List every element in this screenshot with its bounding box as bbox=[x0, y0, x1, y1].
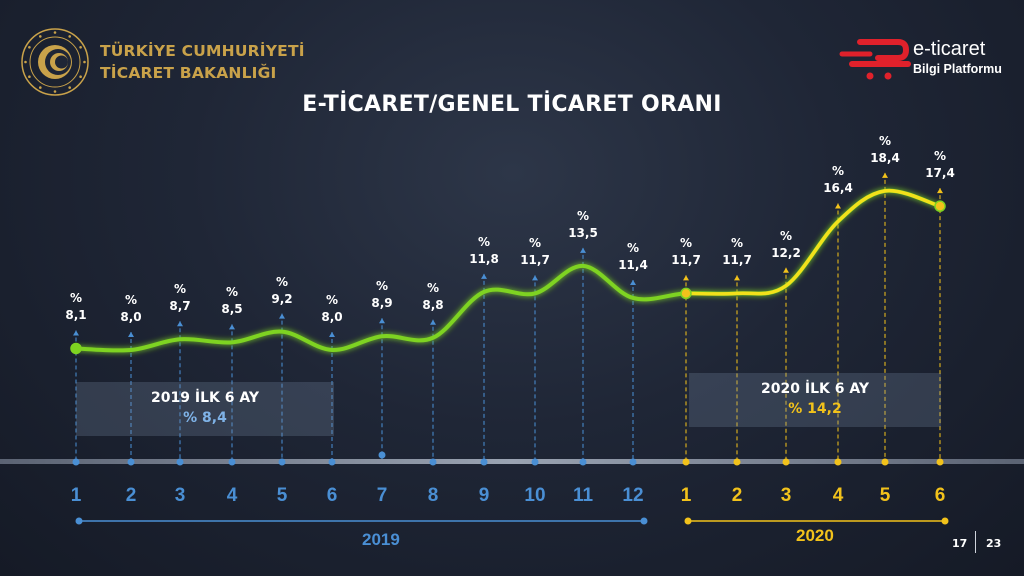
month-label: 11 bbox=[572, 485, 594, 506]
percent-sign: % bbox=[528, 236, 542, 251]
summary-2019-label: 2019 İLK 6 AY bbox=[151, 390, 259, 406]
month-label: 5 bbox=[276, 485, 288, 506]
page-current: 17 bbox=[952, 537, 968, 550]
percent-sign: % bbox=[933, 149, 947, 164]
brand-subtitle: Bilgi Platformu bbox=[913, 62, 1002, 76]
percent-sign: % bbox=[173, 282, 187, 297]
month-label: 5 bbox=[879, 485, 891, 506]
month-label: 1 bbox=[680, 485, 692, 506]
percent-sign: % bbox=[124, 293, 138, 307]
month-label: 10 bbox=[524, 485, 546, 506]
percent-sign: % bbox=[477, 234, 491, 249]
month-label: 7 bbox=[376, 485, 388, 506]
value-text: 8,0 bbox=[120, 310, 142, 324]
value-text: 11,7 bbox=[520, 253, 550, 268]
month-label: 8 bbox=[427, 485, 439, 506]
month-label: 12 bbox=[622, 485, 644, 506]
brand-name: e-ticaret bbox=[913, 38, 986, 60]
value-text: 8,7 bbox=[169, 299, 191, 314]
value-label: % 8,7 bbox=[155, 281, 205, 315]
value-text: 17,4 bbox=[925, 166, 955, 181]
percent-sign: % bbox=[779, 228, 793, 243]
value-text: 9,2 bbox=[271, 291, 293, 306]
month-label: 9 bbox=[478, 485, 490, 506]
percent-sign: % bbox=[69, 291, 83, 306]
pager-divider bbox=[975, 531, 976, 553]
page-total: 23 bbox=[986, 537, 1002, 550]
percent-sign: % bbox=[878, 133, 892, 148]
ministry-line2: TİCARET BAKANLIĞI bbox=[100, 64, 277, 82]
value-label: % 11,7 bbox=[712, 235, 762, 269]
value-label: % 8,5 bbox=[207, 284, 257, 318]
summary-2019-value: % 8,4 bbox=[183, 410, 227, 426]
percent-sign: % bbox=[730, 236, 744, 251]
value-label: % 8,0 bbox=[106, 292, 156, 326]
value-label: % 11,4 bbox=[608, 240, 658, 274]
value-label: % 8,8 bbox=[408, 280, 458, 314]
value-label: % 11,7 bbox=[510, 235, 560, 269]
month-label: 2 bbox=[125, 485, 137, 506]
year-label-2019: 2019 bbox=[362, 530, 400, 549]
percent-sign: % bbox=[325, 293, 339, 307]
summary-2020-box: 2020 İLK 6 AY % 14,2 bbox=[689, 373, 941, 427]
value-label: % 9,2 bbox=[257, 274, 307, 308]
series-line-2020 bbox=[685, 188, 941, 296]
percent-sign: % bbox=[679, 236, 693, 251]
month-label: 3 bbox=[780, 485, 792, 506]
value-label: % 8,1 bbox=[51, 290, 101, 324]
month-label: 6 bbox=[326, 485, 338, 506]
value-label: % 11,8 bbox=[459, 234, 509, 268]
value-label: % 12,2 bbox=[761, 228, 811, 262]
value-text: 13,5 bbox=[568, 225, 598, 240]
value-label: % 13,5 bbox=[558, 208, 608, 242]
percent-sign: % bbox=[626, 240, 640, 255]
percent-sign: % bbox=[375, 279, 389, 294]
value-label: % 17,4 bbox=[915, 148, 965, 182]
value-label: % 16,4 bbox=[813, 163, 863, 197]
value-text: 8,5 bbox=[221, 302, 243, 317]
value-text: 8,8 bbox=[422, 297, 444, 312]
percent-sign: % bbox=[576, 208, 590, 223]
value-text: 11,7 bbox=[671, 253, 701, 268]
month-label: 2 bbox=[731, 485, 743, 506]
value-text: 8,0 bbox=[321, 310, 343, 324]
summary-2019-box: 2019 İLK 6 AY % 8,4 bbox=[76, 382, 334, 436]
month-label: 3 bbox=[174, 485, 186, 506]
summary-2020-value: % 14,2 bbox=[788, 401, 842, 417]
summary-2020-label: 2020 İLK 6 AY bbox=[761, 381, 869, 397]
value-label: % 8,9 bbox=[357, 278, 407, 312]
month-label: 4 bbox=[832, 485, 844, 506]
percent-sign: % bbox=[225, 285, 239, 300]
value-text: 11,4 bbox=[618, 257, 648, 272]
percent-sign: % bbox=[831, 164, 845, 179]
month-label: 1 bbox=[70, 485, 82, 506]
ministry-emblem-icon bbox=[21, 28, 89, 96]
value-text: 8,1 bbox=[65, 308, 87, 323]
value-text: 18,4 bbox=[870, 150, 900, 165]
month-label: 4 bbox=[226, 485, 238, 506]
value-text: 16,4 bbox=[823, 181, 853, 196]
eticaret-cart-logo-icon bbox=[839, 39, 911, 80]
value-label: % 18,4 bbox=[860, 133, 910, 167]
value-text: 11,8 bbox=[469, 251, 499, 266]
month-label: 6 bbox=[934, 485, 946, 506]
value-text: 8,9 bbox=[371, 296, 393, 311]
value-label: % 11,7 bbox=[661, 235, 711, 269]
year-label-2020: 2020 bbox=[796, 526, 834, 545]
value-label: % 8,0 bbox=[307, 292, 357, 326]
x-axis-line bbox=[0, 459, 1024, 464]
value-text: 12,2 bbox=[771, 245, 801, 260]
ministry-line1: TÜRKİYE CUMHURİYETİ bbox=[100, 42, 305, 60]
percent-sign: % bbox=[426, 280, 440, 295]
series-line-2019 bbox=[75, 188, 941, 353]
ministry-name: TÜRKİYE CUMHURİYETİ TİCARET BAKANLIĞI bbox=[100, 40, 305, 84]
page-title: E-TİCARET/GENEL TİCARET ORANI bbox=[302, 92, 722, 117]
percent-sign: % bbox=[275, 274, 289, 289]
value-text: 11,7 bbox=[722, 253, 752, 268]
